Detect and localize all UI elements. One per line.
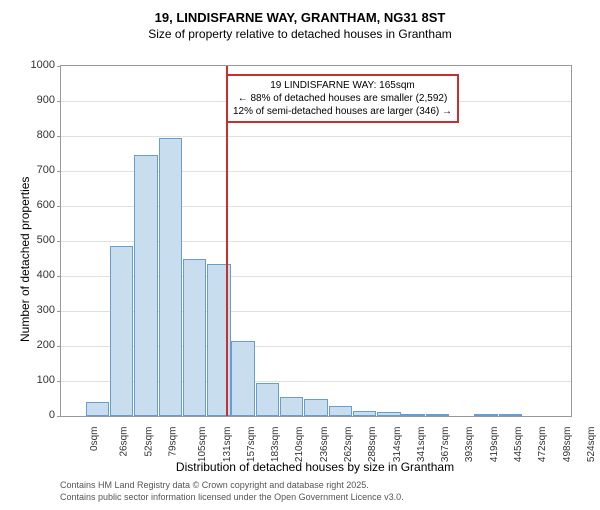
y-tick-label: 1000	[31, 59, 55, 71]
footnote-line2: Contains public sector information licen…	[60, 492, 404, 504]
y-tick-mark	[57, 311, 61, 312]
x-tick-label: 314sqm	[392, 427, 403, 463]
y-tick-label: 900	[37, 94, 55, 106]
y-tick-label: 500	[37, 234, 55, 246]
y-tick-mark	[57, 416, 61, 417]
x-tick-label: 419sqm	[489, 427, 500, 463]
histogram-bar	[110, 246, 133, 416]
histogram-bar	[304, 399, 327, 417]
histogram-bar	[499, 414, 522, 416]
x-tick-label: 262sqm	[343, 427, 354, 463]
y-tick-label: 800	[37, 129, 55, 141]
histogram-bar	[329, 406, 352, 417]
x-axis-title: Distribution of detached houses by size …	[60, 460, 570, 474]
gridline	[61, 136, 571, 137]
x-tick-label: 183sqm	[270, 427, 281, 463]
y-tick-mark	[57, 276, 61, 277]
x-tick-label: 393sqm	[465, 427, 476, 463]
y-tick-label: 600	[37, 199, 55, 211]
histogram-bar	[401, 414, 424, 416]
histogram-bar	[231, 341, 254, 416]
y-tick-label: 300	[37, 304, 55, 316]
y-tick-label: 400	[37, 269, 55, 281]
annotation-box: 19 LINDISFARNE WAY: 165sqm ← 88% of deta…	[226, 74, 459, 123]
annotation-line3: 12% of semi-detached houses are larger (…	[233, 105, 452, 118]
histogram-bar	[86, 402, 109, 416]
x-tick-label: 524sqm	[586, 427, 597, 463]
chart-title-sub: Size of property relative to detached ho…	[0, 27, 600, 41]
y-axis-title: Number of detached properties	[18, 142, 32, 342]
x-tick-label: 79sqm	[168, 427, 179, 457]
chart-title-main: 19, LINDISFARNE WAY, GRANTHAM, NG31 8ST	[0, 10, 600, 25]
x-tick-label: 0sqm	[89, 427, 100, 451]
y-tick-mark	[57, 206, 61, 207]
x-tick-label: 210sqm	[295, 427, 306, 463]
y-tick-mark	[57, 171, 61, 172]
y-tick-label: 700	[37, 164, 55, 176]
x-tick-label: 157sqm	[246, 427, 257, 463]
histogram-bar	[474, 414, 497, 416]
annotation-line1: 19 LINDISFARNE WAY: 165sqm	[233, 79, 452, 92]
histogram-bar	[353, 411, 376, 416]
x-tick-label: 288sqm	[367, 427, 378, 463]
x-tick-label: 26sqm	[119, 427, 130, 457]
y-tick-mark	[57, 241, 61, 242]
histogram-bar	[183, 259, 206, 417]
histogram-bar	[377, 412, 400, 416]
x-tick-label: 445sqm	[513, 427, 524, 463]
x-tick-label: 236sqm	[319, 427, 330, 463]
x-tick-label: 52sqm	[143, 427, 154, 457]
histogram-bar	[134, 155, 157, 416]
histogram-bar	[159, 138, 182, 416]
x-tick-label: 105sqm	[197, 427, 208, 463]
histogram-bar	[256, 383, 279, 416]
y-tick-label: 100	[37, 374, 55, 386]
y-tick-mark	[57, 101, 61, 102]
y-tick-label: 200	[37, 339, 55, 351]
x-tick-label: 472sqm	[537, 427, 548, 463]
y-tick-label: 0	[49, 409, 55, 421]
x-tick-label: 498sqm	[562, 427, 573, 463]
plot-area: 19 LINDISFARNE WAY: 165sqm ← 88% of deta…	[60, 65, 572, 417]
y-tick-mark	[57, 381, 61, 382]
y-tick-mark	[57, 66, 61, 67]
histogram-bar	[280, 397, 303, 416]
histogram-bar	[426, 414, 449, 416]
x-tick-label: 131sqm	[222, 427, 233, 463]
y-tick-mark	[57, 346, 61, 347]
y-tick-mark	[57, 136, 61, 137]
chart-container: 19, LINDISFARNE WAY, GRANTHAM, NG31 8ST …	[0, 10, 600, 510]
x-tick-label: 367sqm	[440, 427, 451, 463]
annotation-line2: ← 88% of detached houses are smaller (2,…	[233, 92, 452, 105]
footnote-line1: Contains HM Land Registry data © Crown c…	[60, 480, 404, 492]
x-tick-label: 341sqm	[416, 427, 427, 463]
